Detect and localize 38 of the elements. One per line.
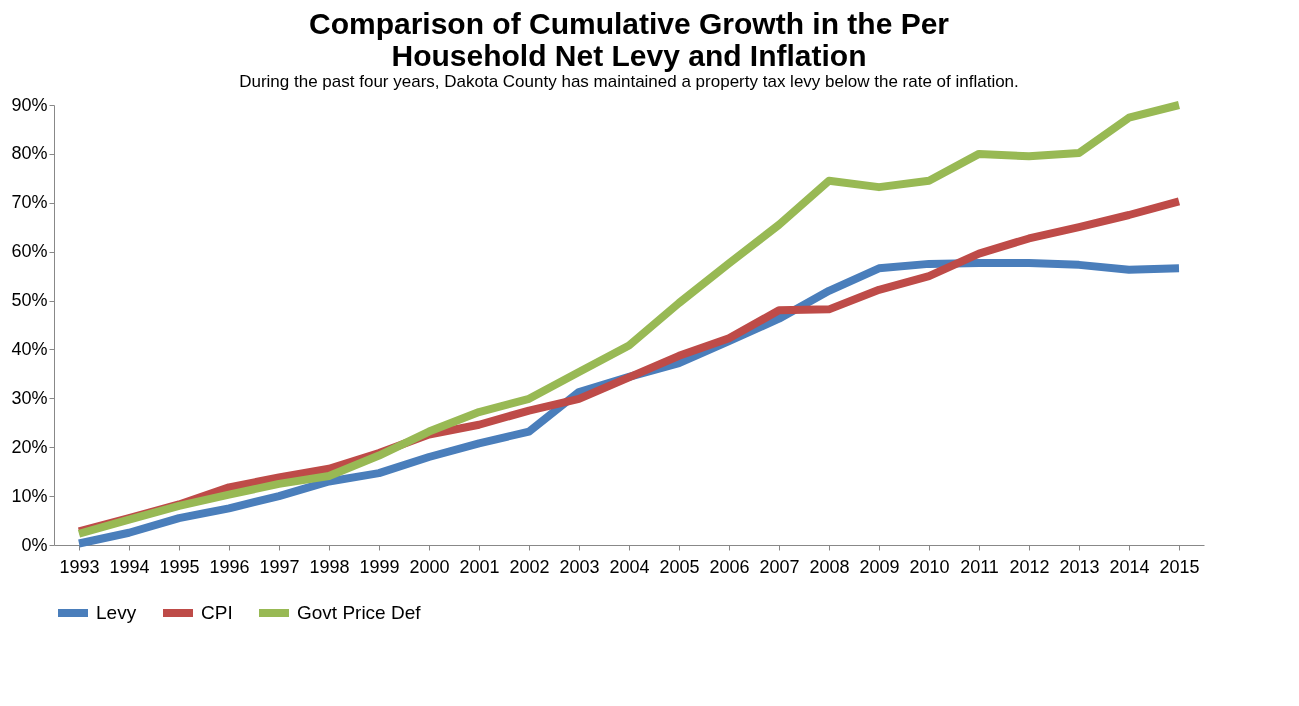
x-tick-label: 1995 xyxy=(159,556,200,577)
x-tick-label: 2013 xyxy=(1059,556,1100,577)
y-tick-label: 60% xyxy=(11,241,48,262)
x-tick-label: 1998 xyxy=(309,556,350,577)
chart-title: Comparison of Cumulative Growth in the Per Household Net Levy and Inflation xyxy=(308,7,950,72)
x-tick-label: 2007 xyxy=(759,556,800,577)
y-tick-label: 10% xyxy=(11,485,48,506)
x-tick-label: 2014 xyxy=(1109,556,1150,577)
x-tick-label: 2008 xyxy=(809,556,850,577)
x-tick-label: 2003 xyxy=(559,556,600,577)
y-tick-label: 80% xyxy=(11,143,48,164)
x-tick-label: 2004 xyxy=(609,556,650,577)
legend-label: Levy xyxy=(96,602,137,623)
legend-label: CPI xyxy=(201,602,233,623)
y-tick-label: 50% xyxy=(11,290,48,311)
y-tick-label: 20% xyxy=(11,436,48,457)
x-tick-label: 2002 xyxy=(509,556,550,577)
x-tick-label: 2015 xyxy=(1159,556,1200,577)
x-tick-label: 2005 xyxy=(659,556,700,577)
y-tick-label: 90% xyxy=(11,94,48,115)
x-tick-label: 2006 xyxy=(709,556,750,577)
x-tick-label: 1996 xyxy=(209,556,250,577)
chart-subtitle: During the past four years, Dakota County has maintained a property tax levy below the rate of inflation. xyxy=(239,72,1019,91)
x-tick-label: 2001 xyxy=(459,556,500,577)
x-tick-label: 1994 xyxy=(109,556,150,577)
y-tick-label: 0% xyxy=(21,534,48,555)
x-tick-label: 2012 xyxy=(1009,556,1050,577)
y-tick-label: 40% xyxy=(11,338,48,359)
x-tick-label: 1993 xyxy=(59,556,100,577)
y-tick-label: 70% xyxy=(11,192,48,213)
y-tick-label: 30% xyxy=(11,387,48,408)
x-tick-label: 2010 xyxy=(909,556,950,577)
x-tick-label: 2011 xyxy=(960,556,999,577)
x-tick-label: 2000 xyxy=(409,556,450,577)
x-tick-label: 1997 xyxy=(259,556,300,577)
legend-label: Govt Price Def xyxy=(297,602,422,623)
x-tick-label: 1999 xyxy=(359,556,400,577)
x-tick-label: 2009 xyxy=(859,556,900,577)
